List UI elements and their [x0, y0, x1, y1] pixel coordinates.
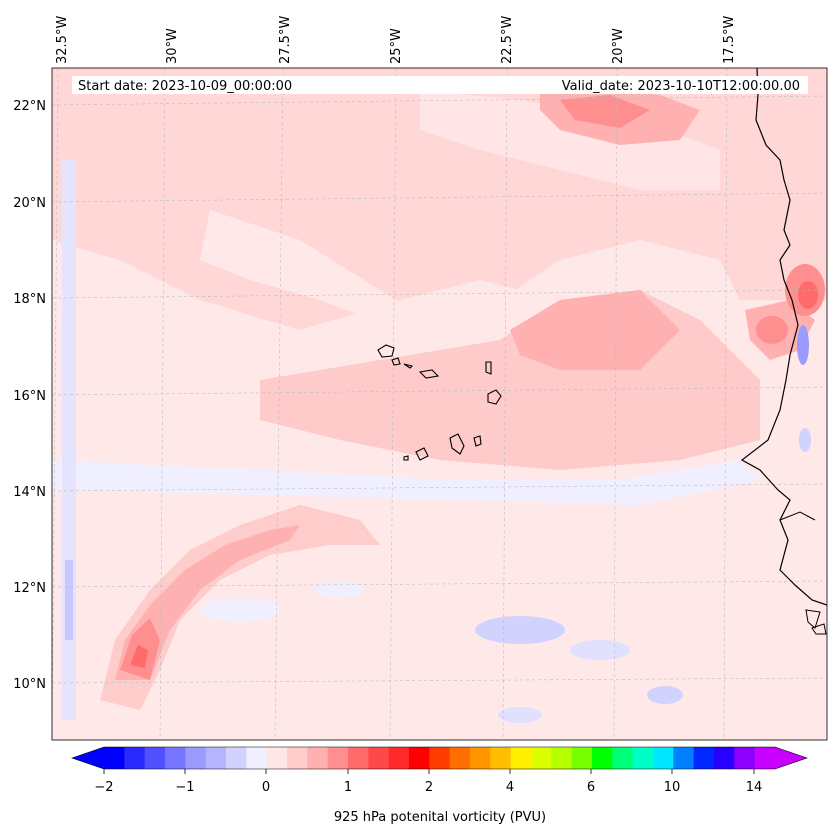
- colorbar-tick-label: 6: [587, 780, 595, 795]
- lat-label: 20°N: [13, 196, 46, 211]
- gridlines: [52, 68, 827, 740]
- lon-labels: 32.5°W 30°W 27.5°W 25°W 22.5°W 20°W 17.5…: [55, 16, 737, 64]
- colorbar-tick-label: 1: [344, 780, 352, 795]
- colorbar-cells: [104, 747, 776, 769]
- colorbar-cell: [592, 747, 613, 769]
- lon-label: 20°W: [611, 28, 626, 64]
- pv-band-central-strong: [510, 290, 680, 370]
- colorbar-cell: [531, 747, 552, 769]
- lat-label: 14°N: [13, 485, 46, 500]
- colorbar-cell: [185, 747, 207, 769]
- pv-region-streak-2: [420, 90, 720, 190]
- colorbar-cell: [287, 747, 308, 769]
- colorbar-cell: [226, 747, 247, 769]
- lon-label: 32.5°W: [55, 16, 70, 64]
- colorbar-tick-label: −2: [94, 780, 113, 795]
- colorbar: −2 −1 0 1 2 4 6 10 14 925 hPa potenital …: [71, 746, 808, 825]
- colorbar-cell: [368, 747, 390, 769]
- lon-label: 17.5°W: [722, 16, 737, 64]
- colorbar-cell: [429, 747, 451, 769]
- colorbar-cell: [205, 747, 227, 769]
- colorbar-title: 925 hPa potenital vorticity (PVU): [334, 810, 546, 825]
- colorbar-arrow-high: [775, 747, 807, 769]
- colorbar-cell: [612, 747, 634, 769]
- colorbar-tick-label: 0: [262, 780, 270, 795]
- colorbar-cell: [653, 747, 674, 769]
- lon-label: 30°W: [165, 28, 180, 64]
- colorbar-cell: [693, 747, 715, 769]
- lat-label: 10°N: [13, 677, 46, 692]
- valid-date-label: Valid_date: 2023-10-10T12:00:00.00: [562, 79, 800, 94]
- colorbar-tick-label: 2: [425, 780, 433, 795]
- colorbar-cell: [246, 747, 268, 769]
- colorbar-cell: [632, 747, 654, 769]
- lat-label: 16°N: [13, 389, 46, 404]
- colorbar-cell: [449, 747, 471, 769]
- colorbar-cell: [104, 747, 125, 769]
- colorbar-cell: [327, 747, 349, 769]
- colorbar-cell: [551, 747, 573, 769]
- cape-verde-islands: [377, 344, 502, 461]
- colorbar-cell: [734, 747, 756, 769]
- colorbar-arrow-low: [72, 747, 104, 769]
- colorbar-cell: [124, 747, 146, 769]
- lon-label: 22.5°W: [500, 16, 515, 64]
- map-panel: [52, 68, 827, 740]
- colorbar-cell: [307, 747, 329, 769]
- colorbar-tick-label: 14: [746, 780, 763, 795]
- colorbar-cell: [409, 747, 430, 769]
- header-box: [72, 76, 808, 94]
- colorbar-tick-label: 4: [506, 780, 514, 795]
- colorbar-tick-label: −1: [175, 780, 194, 795]
- lat-label: 22°N: [13, 99, 46, 114]
- colorbar-cell: [470, 747, 491, 769]
- pv-patch-coast-blue: [797, 325, 809, 365]
- lat-label: 18°N: [13, 292, 46, 307]
- lon-label: 25°W: [389, 28, 404, 64]
- colorbar-cell: [714, 747, 735, 769]
- lat-labels: 22°N 20°N 18°N 16°N 14°N 12°N 10°N: [13, 99, 46, 692]
- pv-patch-blue: [475, 616, 565, 644]
- colorbar-cell: [266, 747, 288, 769]
- map-frame: [51, 67, 828, 741]
- colorbar-cell: [388, 747, 410, 769]
- colorbar-cell: [510, 747, 532, 769]
- colorbar-cell: [754, 747, 776, 769]
- colorbar-cell: [571, 747, 593, 769]
- lat-label: 12°N: [13, 581, 46, 596]
- lon-label: 27.5°W: [278, 16, 293, 64]
- colorbar-tick-label: 10: [664, 780, 681, 795]
- colorbar-cell: [348, 747, 369, 769]
- colorbar-cell: [165, 747, 186, 769]
- colorbar-cell: [673, 747, 695, 769]
- colorbar-ticks: [103, 769, 755, 774]
- colorbar-cell: [144, 747, 166, 769]
- colorbar-cell: [490, 747, 512, 769]
- start-date-label: Start date: 2023-10-09_00:00:00: [78, 79, 292, 94]
- coastline-africa: [740, 68, 827, 606]
- pv-band-low: [52, 460, 760, 505]
